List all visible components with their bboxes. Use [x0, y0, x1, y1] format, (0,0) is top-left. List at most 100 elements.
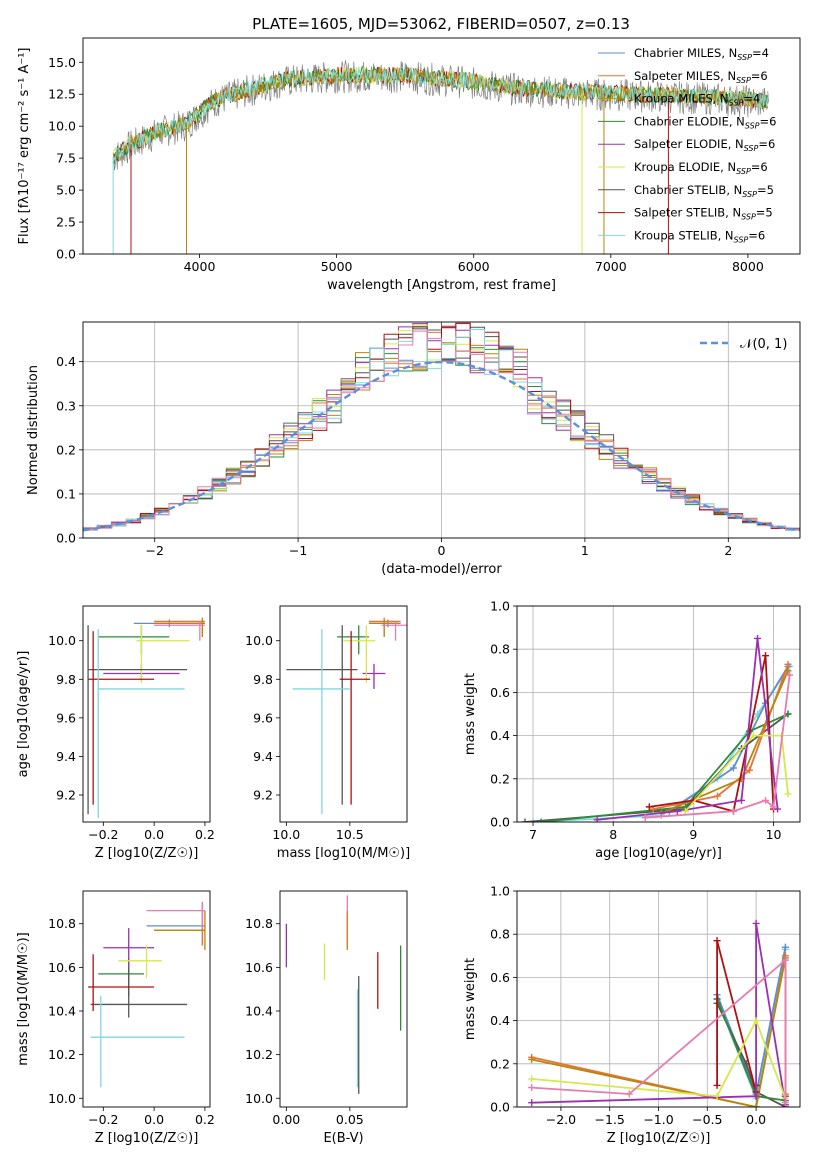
weight-point — [745, 766, 753, 774]
weight-point — [752, 1017, 760, 1025]
plot-area — [87, 617, 205, 819]
legend-entry: Salpeter STELIB, NSSP=5 — [634, 206, 773, 222]
x-tick-label: 9 — [689, 827, 697, 842]
legend-entry: Chabrier ELODIE, NSSP=6 — [634, 114, 776, 130]
y-tick-label: 5.0 — [56, 183, 76, 198]
legend-entry: Salpeter ELODIE, NSSP=6 — [634, 137, 775, 153]
x-tick-label: −0.2 — [88, 1112, 118, 1127]
weight-point — [784, 790, 792, 798]
weight-point — [784, 667, 792, 675]
x-tick-label: 1 — [581, 543, 589, 558]
plot-area — [88, 901, 206, 1088]
weight-point — [528, 1075, 536, 1083]
y-tick-label: 10.4 — [48, 1004, 76, 1019]
x-tick-label: 7000 — [595, 259, 627, 274]
x-tick-label: 6000 — [458, 259, 490, 274]
x-tick-label: 0.05 — [336, 1112, 364, 1127]
x-tick-label: −0.2 — [88, 827, 118, 842]
y-axis-label: Normed distribution — [26, 365, 41, 495]
plot-area — [528, 919, 789, 1107]
y-tick-label: 10.0 — [48, 1091, 76, 1106]
y-axis-label: age [log10(age/yr)] — [16, 651, 31, 778]
x-axis-label: (data-model)/error — [381, 562, 502, 577]
y-tick-label: 12.5 — [48, 87, 76, 102]
weight-point — [729, 764, 737, 772]
x-axis-label: Z [log10(Z/Z☉)] — [95, 846, 199, 861]
y-tick-label: 0.0 — [490, 1100, 510, 1115]
y-tick-label: 0.4 — [490, 728, 510, 743]
axes-frame — [82, 890, 211, 1108]
weight-point — [713, 937, 721, 945]
x-tick-label: −1 — [289, 543, 307, 558]
y-tick-label: 0.4 — [490, 1013, 510, 1028]
weight-point — [752, 1103, 760, 1107]
legend-entry: Kroupa ELODIE, NSSP=6 — [634, 160, 768, 176]
weight-point — [752, 1092, 760, 1100]
weight-point — [781, 956, 789, 964]
axes-frame — [279, 605, 408, 823]
x-tick-label: 0.0 — [144, 827, 164, 842]
plot-area — [521, 634, 794, 822]
y-tick-label: 9.6 — [253, 710, 273, 725]
weight-point — [641, 814, 649, 822]
y-tick-label: 9.8 — [253, 672, 273, 687]
y-tick-label: 0.8 — [490, 927, 510, 942]
axes-frame — [516, 890, 801, 1108]
weight-point — [528, 1099, 536, 1107]
axes-frame — [279, 890, 408, 1108]
x-tick-label: 2 — [724, 543, 732, 558]
panel-mass-weight-vs-Z: −2.0 −1.5 −1.0 −0.5 0.0 0.0 0.2 0.4 0.6 0.8 1.0 Z [… — [463, 884, 801, 1146]
x-tick-label: −1.0 — [643, 1112, 673, 1127]
weight-series-kroupa-elodie — [684, 734, 789, 812]
panel-age-vs-mass: 10.0 10.5 9.2 9.4 9.6 9.8 10.0 mass [log10(M/M☉… — [245, 605, 410, 861]
weight-point — [528, 1055, 536, 1063]
y-tick-label: 10.0 — [48, 119, 76, 134]
axes-frame — [82, 605, 211, 823]
y-tick-label: 0.8 — [490, 642, 510, 657]
y-tick-label: 10.6 — [48, 960, 76, 975]
panel-mass-vs-ebv: 0.00 0.05 10.0 10.2 10.4 10.6 10.8 E(B-V) — [245, 890, 408, 1146]
y-tick-label: 0.1 — [56, 486, 76, 501]
y-tick-label: 10.0 — [48, 633, 76, 648]
weight-point — [781, 1099, 789, 1107]
legend-entry: Chabrier MILES, NSSP=4 — [634, 46, 769, 62]
x-tick-label: 0.2 — [195, 827, 215, 842]
weight-point — [737, 796, 745, 804]
weight-point — [752, 919, 760, 927]
x-tick-label: 0.00 — [272, 1112, 300, 1127]
weight-point — [673, 807, 681, 815]
x-tick-label: 8000 — [732, 259, 764, 274]
y-tick-label: 7.5 — [56, 151, 76, 166]
y-tick-label: 0.2 — [490, 1056, 510, 1071]
weight-point — [713, 1092, 721, 1100]
panel-mass-weight-vs-age: 7 8 9 10 0.0 0.2 0.4 0.6 0.8 1.0 age [log10(age/yr… — [463, 599, 801, 861]
x-axis-label: age [log10(age/yr)] — [595, 846, 722, 861]
y-tick-label: 9.4 — [253, 749, 273, 764]
weight-series-kroupa-stelib — [532, 665, 791, 822]
y-tick-label: 0.6 — [490, 970, 510, 985]
weight-point — [681, 807, 689, 815]
plot-area — [285, 895, 402, 1094]
x-tick-label: 0 — [438, 543, 446, 558]
weight-series-salpeter-stelib — [649, 655, 775, 813]
weight-point — [529, 818, 537, 822]
weight-point — [774, 805, 782, 813]
spectrum-legend: Chabrier MILES, NSSP=4 Salpeter MILES, NS… — [598, 46, 776, 244]
y-tick-label: 10.6 — [245, 960, 273, 975]
y-axis-label: mass weight — [463, 958, 478, 1040]
y-axis-label: mass weight — [463, 673, 478, 755]
y-tick-label: 0.0 — [56, 531, 76, 546]
x-tick-label: 7 — [529, 827, 537, 842]
model-spectrum-kroupa-stelib — [112, 65, 769, 162]
y-tick-label: 9.6 — [56, 710, 76, 725]
panel-mass-vs-Z: −0.2 0.0 0.2 10.0 10.2 10.4 10.6 10.8 Z [log10(Z… — [16, 890, 215, 1146]
y-tick-label: 9.8 — [56, 672, 76, 687]
x-tick-label: 8 — [609, 827, 617, 842]
y-tick-label: 0.0 — [56, 247, 76, 262]
axes-frame — [82, 37, 801, 255]
weight-point — [754, 634, 762, 642]
x-tick-label: 5000 — [321, 259, 353, 274]
y-tick-label: 0.2 — [490, 771, 510, 786]
panel-residual-histogram: −2 −1 0 1 2 0.0 0.1 0.2 0.3 0.4 (data-model)/error… — [26, 321, 801, 577]
